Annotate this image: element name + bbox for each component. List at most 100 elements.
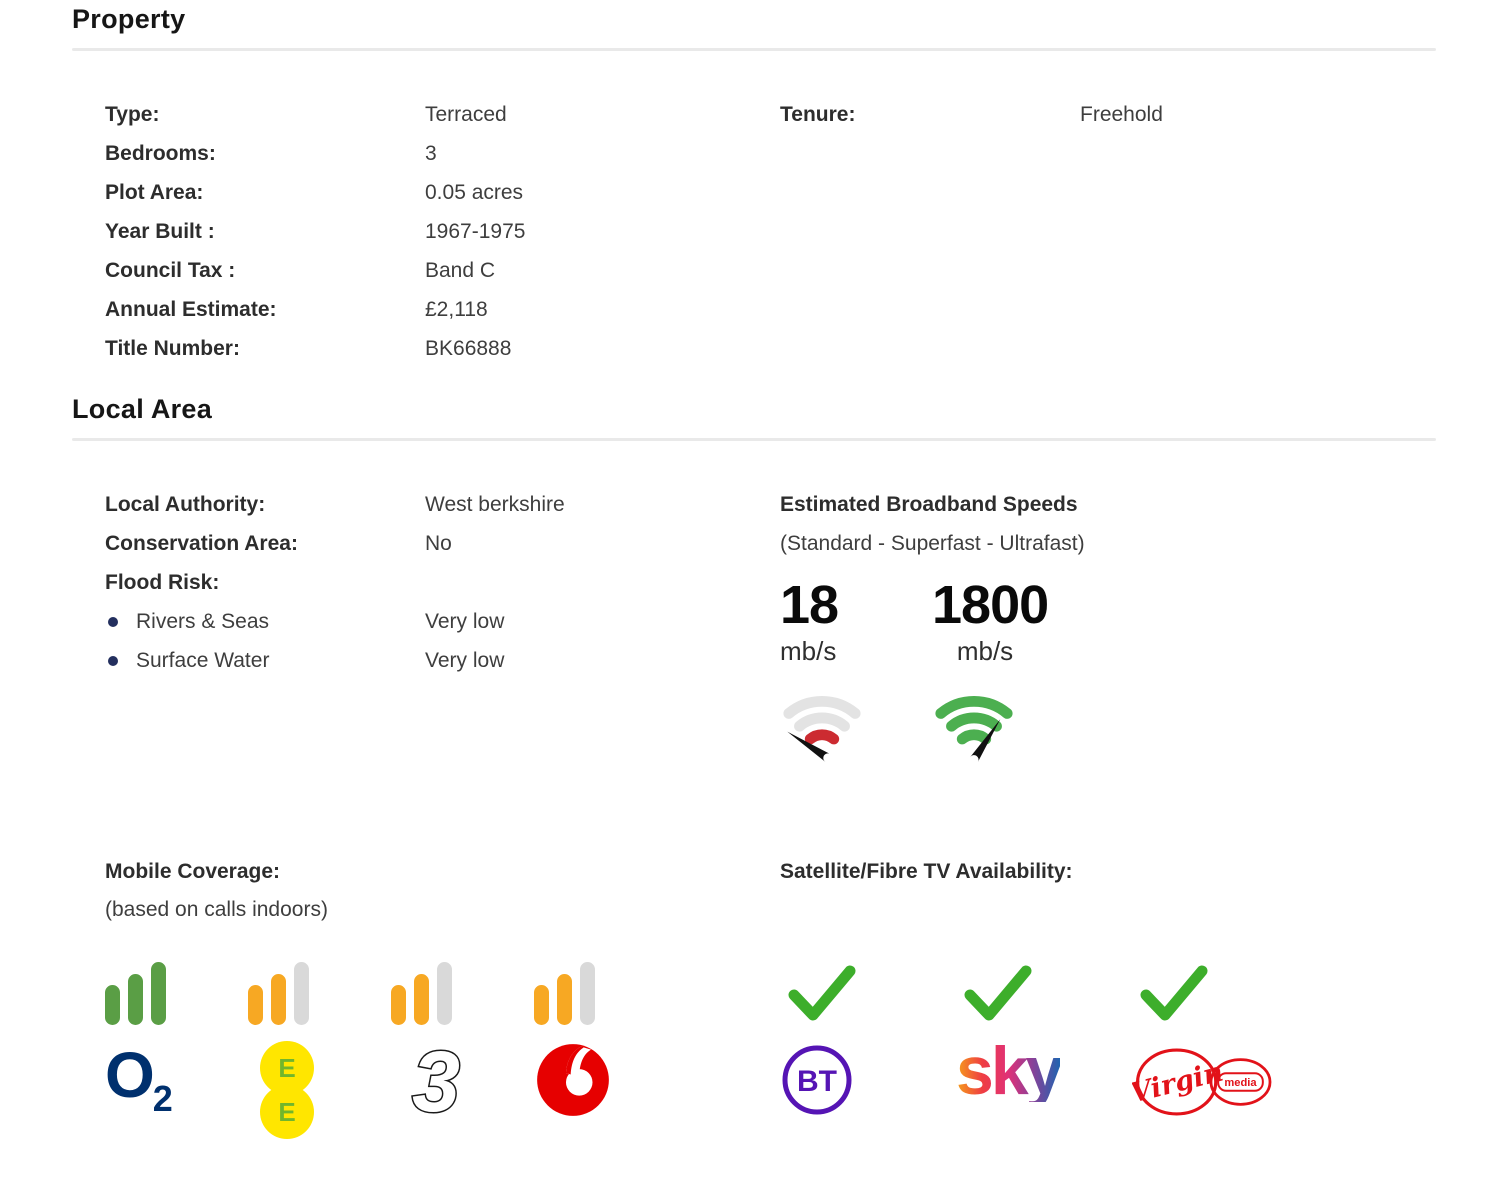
property-report-page: Property Type: Terraced Bedrooms: 3 Plot… (72, 0, 1436, 1139)
broadband-heading: Estimated Broadband Speeds (780, 493, 1078, 516)
signal-bar (248, 985, 263, 1025)
row-value: 3 (425, 142, 437, 165)
flood-row-surface-water: Surface Water Very low (105, 641, 747, 680)
signal-bar (534, 985, 549, 1025)
signal-bar (105, 985, 120, 1025)
property-row-plot-area: Plot Area: 0.05 acres (105, 173, 747, 212)
signal-bar (151, 962, 166, 1025)
mobile-provider-o2: O2 (105, 962, 248, 1135)
speedometer-high-icon (935, 696, 1013, 763)
local-row-authority: Local Authority: West berkshire (105, 485, 747, 524)
row-value: Very low (425, 610, 505, 633)
vodafone-logo (537, 1044, 609, 1116)
svg-text:BT: BT (797, 1065, 837, 1098)
mobile-coverage-panel: Mobile Coverage: (based on calls indoors… (72, 853, 747, 1139)
speed-value: 1800 (932, 575, 1049, 635)
row-label: Year Built : (105, 220, 215, 243)
row-value: 0.05 acres (425, 181, 524, 204)
signal-bar (128, 974, 143, 1025)
tv-provider-sky: sky (956, 961, 1132, 1131)
local-area-section-title: Local Area (72, 394, 213, 424)
check-icon (1140, 965, 1208, 1021)
row-value: Band C (425, 259, 496, 282)
speed-value: 18 (780, 575, 839, 635)
section-divider (72, 438, 1436, 441)
svg-text:media: media (1224, 1077, 1257, 1089)
mobile-provider-three: 3 (391, 962, 534, 1135)
o2-logo: O2 (105, 1039, 173, 1119)
signal-bar (294, 962, 309, 1025)
row-label: Rivers & Seas (105, 602, 425, 641)
bullet-icon (108, 655, 118, 666)
three-logo: 3 (411, 1037, 462, 1129)
signal-bar (437, 962, 452, 1025)
speed-standard: 18 mb/s (780, 577, 932, 763)
virgin-media-logo: Virgin media (1132, 1048, 1272, 1116)
broadband-panel: Estimated Broadband Speeds (Standard - S… (747, 485, 1436, 763)
row-value: West berkshire (425, 493, 565, 516)
row-label: Flood Risk: (105, 571, 220, 594)
check-icon (964, 965, 1032, 1021)
row-value: Terraced (425, 103, 507, 126)
mobile-provider-vodafone (534, 962, 677, 1135)
svg-text:3: 3 (412, 1037, 460, 1129)
property-section-title: Property (72, 4, 186, 34)
signal-bars-icon (391, 962, 534, 1025)
property-section: Property Type: Terraced Bedrooms: 3 Plot… (72, 0, 1436, 368)
row-label: Surface Water (105, 641, 425, 680)
signal-bar (414, 974, 429, 1025)
row-label: Plot Area: (105, 181, 204, 204)
row-label: Annual Estimate: (105, 298, 277, 321)
flood-row-rivers-seas: Rivers & Seas Very low (105, 602, 747, 641)
row-label: Tenure: (780, 103, 856, 126)
mobile-coverage-subheading: (based on calls indoors) (105, 898, 328, 921)
mobile-providers: O2 E E (105, 962, 747, 1139)
row-value: Very low (425, 649, 505, 672)
signal-bar (271, 974, 286, 1025)
property-row-title-number: Title Number: BK66888 (105, 329, 747, 368)
row-value: Freehold (1080, 103, 1163, 126)
mobile-provider-ee: E E (248, 962, 391, 1139)
row-label: Type: (105, 103, 160, 126)
property-row-type: Type: Terraced (105, 95, 747, 134)
svg-text:Virgin: Virgin (1132, 1057, 1226, 1110)
local-area-details: Local Authority: West berkshire Conserva… (72, 485, 747, 763)
signal-bar (580, 962, 595, 1025)
signal-bars-icon (105, 962, 248, 1025)
signal-bars-icon (248, 962, 391, 1025)
speed-ultrafast: 1800 mb/s (932, 577, 1084, 763)
signal-bar (391, 985, 406, 1025)
row-label: Council Tax : (105, 259, 236, 282)
row-label: Local Authority: (105, 493, 266, 516)
mobile-coverage-heading: Mobile Coverage: (105, 860, 281, 883)
speed-unit: mb/s (780, 636, 837, 666)
local-area-section: Local Area Local Authority: West berkshi… (72, 394, 1436, 1139)
property-row-annual-estimate: Annual Estimate: £2,118 (105, 290, 747, 329)
property-row-tenure: Tenure: Freehold (780, 95, 1436, 134)
row-value: 1967-1975 (425, 220, 526, 243)
property-row-bedrooms: Bedrooms: 3 (105, 134, 747, 173)
signal-bars-icon (534, 962, 677, 1025)
row-value: No (425, 532, 452, 555)
broadband-speeds: 18 mb/s 1800 mb/s (780, 577, 1436, 763)
row-value: BK66888 (425, 337, 512, 360)
tv-provider-virgin-media: Virgin media (1132, 961, 1308, 1131)
row-label: Conservation Area: (105, 532, 298, 555)
tv-availability-heading: Satellite/Fibre TV Availability: (780, 860, 1073, 883)
broadband-subheading: (Standard - Superfast - Ultrafast) (780, 532, 1085, 555)
section-divider (72, 48, 1436, 51)
bullet-icon (108, 616, 118, 627)
check-icon (788, 965, 856, 1021)
local-row-flood-risk: Flood Risk: (105, 563, 747, 602)
property-row-year-built: Year Built : 1967-1975 (105, 212, 747, 251)
property-details-left: Type: Terraced Bedrooms: 3 Plot Area: 0.… (72, 95, 747, 368)
local-row-conservation: Conservation Area: No (105, 524, 747, 563)
speed-unit: mb/s (956, 636, 1014, 666)
sky-logo: sky (956, 1033, 1063, 1109)
row-value: £2,118 (425, 298, 488, 321)
tv-providers: BT sky (780, 961, 1436, 1131)
property-details-right: Tenure: Freehold (747, 95, 1436, 368)
bt-logo: BT (782, 1045, 852, 1115)
ee-logo: E E (260, 1041, 314, 1139)
row-label: Title Number: (105, 337, 240, 360)
